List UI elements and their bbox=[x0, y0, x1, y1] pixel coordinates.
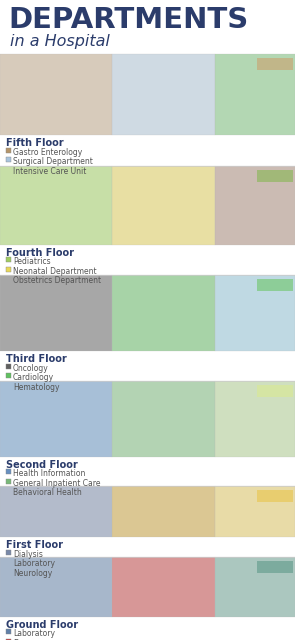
Bar bbox=[6, 568, 11, 573]
Text: Health Information: Health Information bbox=[13, 469, 85, 478]
Bar bbox=[0, 381, 295, 457]
Text: Laboratory: Laboratory bbox=[13, 559, 55, 568]
Bar bbox=[6, 559, 11, 564]
Bar bbox=[0, 486, 112, 537]
Bar bbox=[6, 276, 11, 281]
Bar bbox=[6, 639, 11, 640]
Bar bbox=[257, 561, 293, 573]
Text: Pediatrics: Pediatrics bbox=[13, 257, 51, 266]
Text: Ground Floor: Ground Floor bbox=[6, 620, 78, 630]
Text: Emergency: Emergency bbox=[13, 639, 56, 640]
Bar bbox=[0, 557, 295, 617]
Bar bbox=[6, 383, 11, 388]
Text: Fourth Floor: Fourth Floor bbox=[6, 248, 74, 258]
Bar bbox=[6, 373, 11, 378]
Bar bbox=[0, 557, 112, 617]
Bar bbox=[0, 486, 295, 537]
Text: Dialysis: Dialysis bbox=[13, 550, 43, 559]
Text: Hematology: Hematology bbox=[13, 383, 60, 392]
Text: Neonatal Department: Neonatal Department bbox=[13, 267, 97, 276]
Bar bbox=[112, 275, 215, 351]
Text: Laboratory: Laboratory bbox=[13, 629, 55, 638]
Bar bbox=[0, 166, 112, 244]
Bar bbox=[6, 364, 11, 369]
Bar bbox=[6, 157, 11, 162]
Bar bbox=[112, 486, 215, 537]
Bar bbox=[215, 557, 295, 617]
Text: Fifth Floor: Fifth Floor bbox=[6, 138, 64, 148]
Bar bbox=[6, 469, 11, 474]
Bar bbox=[6, 257, 11, 262]
Text: First Floor: First Floor bbox=[6, 540, 63, 550]
Bar bbox=[6, 488, 11, 493]
Text: Neurology: Neurology bbox=[13, 568, 52, 577]
Bar bbox=[0, 166, 295, 244]
Bar bbox=[112, 557, 215, 617]
Bar bbox=[6, 629, 11, 634]
Bar bbox=[112, 381, 215, 457]
Bar bbox=[215, 381, 295, 457]
Text: Second Floor: Second Floor bbox=[6, 460, 78, 470]
Bar bbox=[6, 267, 11, 272]
Bar bbox=[112, 54, 215, 135]
Text: Intensive Care Unit: Intensive Care Unit bbox=[13, 166, 86, 175]
Bar bbox=[0, 54, 112, 135]
Bar bbox=[112, 166, 215, 244]
Bar bbox=[0, 54, 295, 135]
Bar bbox=[6, 479, 11, 484]
Bar bbox=[257, 279, 293, 291]
Bar bbox=[0, 275, 295, 351]
Text: Oncology: Oncology bbox=[13, 364, 49, 372]
Bar bbox=[215, 166, 295, 244]
Text: General Inpatient Care: General Inpatient Care bbox=[13, 479, 101, 488]
Bar bbox=[257, 385, 293, 397]
Text: DEPARTMENTS: DEPARTMENTS bbox=[8, 6, 248, 34]
Text: Cardiology: Cardiology bbox=[13, 373, 54, 382]
Text: Gastro Enterology: Gastro Enterology bbox=[13, 148, 82, 157]
Text: Third Floor: Third Floor bbox=[6, 354, 67, 364]
Bar bbox=[0, 275, 112, 351]
Bar bbox=[6, 166, 11, 172]
Bar bbox=[215, 54, 295, 135]
Bar bbox=[257, 170, 293, 182]
Bar bbox=[0, 381, 112, 457]
Bar bbox=[257, 58, 293, 70]
Bar bbox=[215, 486, 295, 537]
Bar bbox=[215, 275, 295, 351]
Text: Surgical Department: Surgical Department bbox=[13, 157, 93, 166]
Text: in a Hospital: in a Hospital bbox=[10, 34, 110, 49]
Bar bbox=[6, 550, 11, 555]
Text: Behavioral Health: Behavioral Health bbox=[13, 488, 82, 497]
Text: Obstetrics Department: Obstetrics Department bbox=[13, 276, 101, 285]
Bar bbox=[257, 490, 293, 502]
Bar bbox=[6, 148, 11, 152]
